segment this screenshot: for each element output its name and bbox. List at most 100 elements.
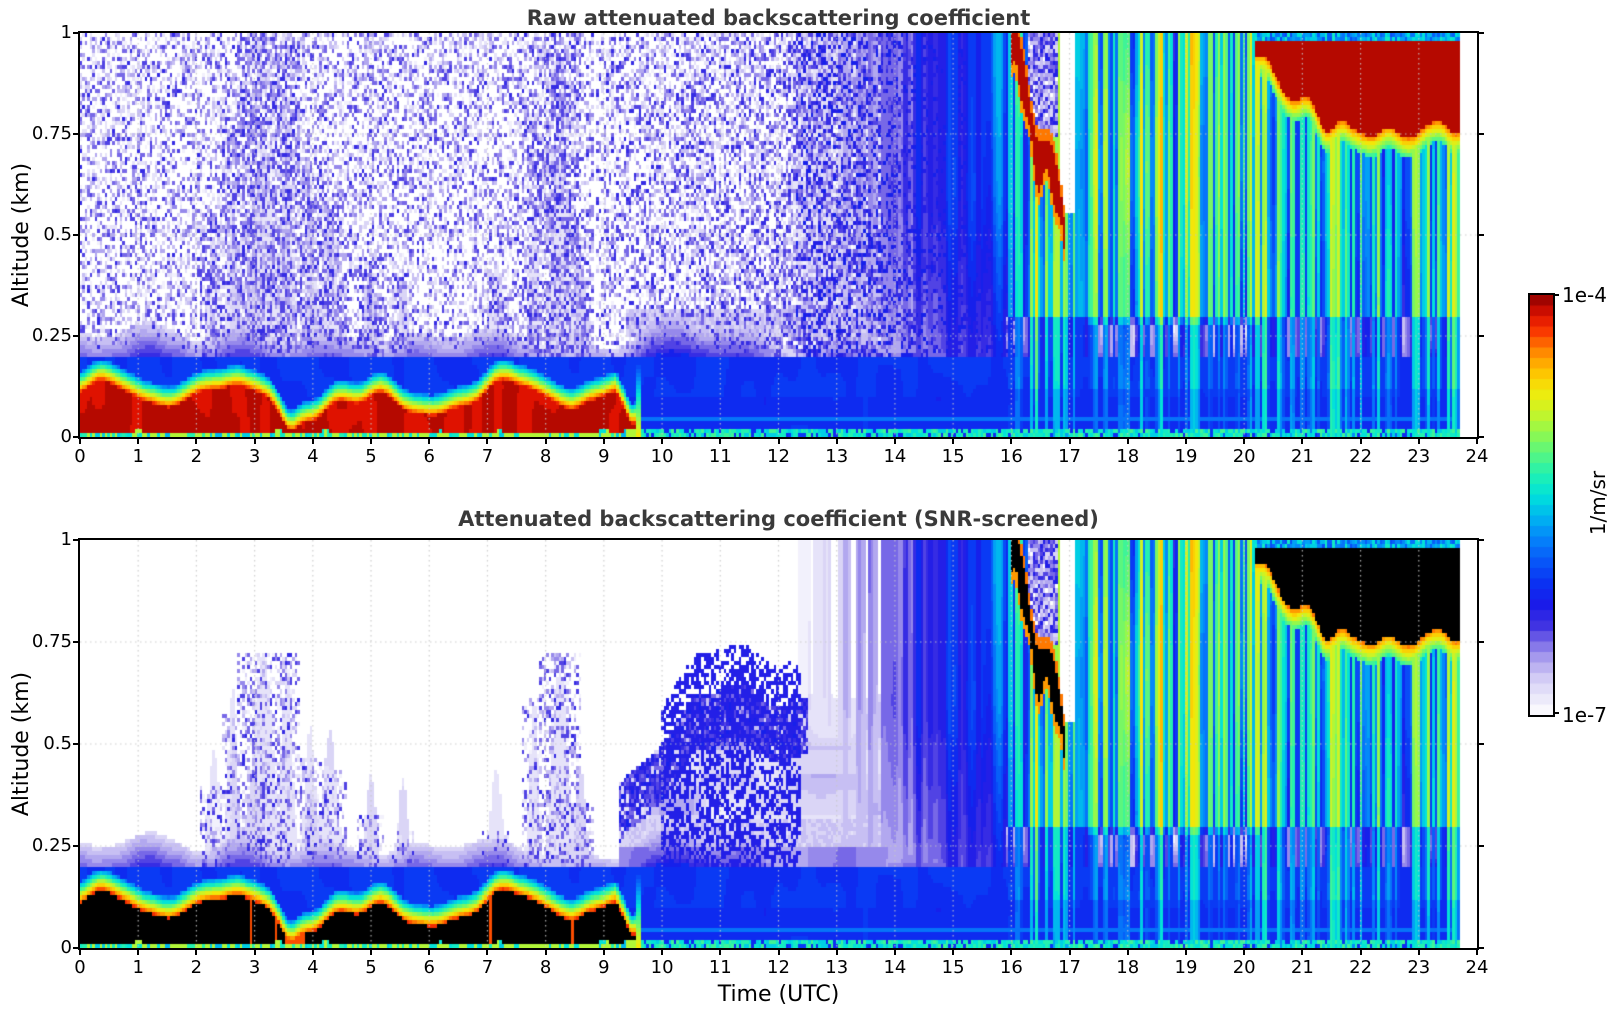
x-tick-mark bbox=[893, 439, 896, 444]
x-tick-label: 12 bbox=[767, 957, 790, 978]
x-tick-mark bbox=[253, 439, 256, 444]
x-tick-mark bbox=[544, 950, 547, 955]
x-tick-label: 13 bbox=[825, 446, 849, 467]
y-tick-mark-right bbox=[1479, 335, 1484, 337]
x-tick-mark bbox=[311, 950, 314, 955]
y-tick-mark-right bbox=[1479, 947, 1484, 949]
x-tick-label: 15 bbox=[941, 957, 965, 978]
y-tick-label: 0.25 bbox=[31, 835, 72, 856]
x-tick-label: 7 bbox=[481, 957, 494, 978]
y-tick-mark-left bbox=[73, 539, 78, 541]
y-tick-label: 0.75 bbox=[31, 123, 72, 144]
y-tick-label: 1 bbox=[60, 529, 72, 550]
x-axis-label: Time (UTC) bbox=[717, 982, 840, 1007]
y-tick-label: 0 bbox=[60, 426, 72, 447]
x-tick-label: 10 bbox=[650, 446, 674, 467]
x-tick-mark bbox=[719, 950, 722, 955]
x-tick-mark bbox=[1184, 950, 1187, 955]
x-tick-label: 3 bbox=[248, 446, 261, 467]
x-tick-label: 22 bbox=[1349, 957, 1373, 978]
panel-screened-title: Attenuated backscattering coefficient (S… bbox=[458, 507, 1099, 531]
x-tick-label: 9 bbox=[598, 446, 610, 467]
y-tick-mark-right bbox=[1479, 641, 1484, 643]
x-tick-mark bbox=[1301, 439, 1304, 444]
x-tick-mark bbox=[1359, 950, 1362, 955]
x-tick-mark bbox=[1417, 439, 1420, 444]
x-tick-label: 2 bbox=[190, 446, 203, 467]
x-tick-label: 4 bbox=[307, 446, 319, 467]
x-tick-mark bbox=[1010, 950, 1013, 955]
x-tick-label: 5 bbox=[365, 957, 377, 978]
colorbar-gradient-canvas bbox=[1530, 295, 1553, 715]
x-tick-label: 8 bbox=[539, 446, 552, 467]
y-tick-mark-left bbox=[73, 436, 78, 438]
panel-raw-plot-area bbox=[78, 31, 1479, 439]
y-tick-mark-left bbox=[73, 133, 78, 135]
y-tick-mark-right bbox=[1479, 539, 1484, 541]
y-tick-mark-left bbox=[73, 743, 78, 745]
x-tick-label: 10 bbox=[650, 957, 674, 978]
x-tick-mark bbox=[1476, 439, 1478, 444]
x-tick-label: 6 bbox=[423, 957, 435, 978]
x-tick-mark bbox=[835, 950, 838, 955]
x-tick-label: 0 bbox=[74, 446, 86, 467]
x-tick-mark bbox=[1126, 439, 1129, 444]
y-tick-mark-right bbox=[1479, 436, 1484, 438]
x-tick-label: 8 bbox=[539, 957, 552, 978]
x-tick-label: 19 bbox=[1174, 957, 1198, 978]
x-tick-mark bbox=[137, 439, 140, 444]
x-tick-label: 18 bbox=[1116, 446, 1140, 467]
y-tick-label: 0.75 bbox=[31, 631, 72, 652]
x-tick-label: 21 bbox=[1290, 446, 1314, 467]
x-tick-mark bbox=[602, 439, 605, 444]
x-tick-label: 24 bbox=[1465, 446, 1489, 467]
y-tick-mark-left bbox=[73, 335, 78, 337]
colorbar-min-label: 1e-7 bbox=[1562, 703, 1607, 727]
x-tick-mark bbox=[428, 950, 431, 955]
x-tick-mark bbox=[370, 439, 373, 444]
x-tick-label: 3 bbox=[248, 957, 261, 978]
panel-raw-title: Raw attenuated backscattering coefficien… bbox=[526, 6, 1031, 30]
x-tick-label: 16 bbox=[999, 957, 1023, 978]
x-tick-mark bbox=[661, 439, 664, 444]
x-tick-mark bbox=[137, 950, 140, 955]
x-tick-label: 21 bbox=[1290, 957, 1314, 978]
x-tick-label: 5 bbox=[365, 446, 377, 467]
x-tick-mark bbox=[952, 439, 955, 444]
x-tick-mark bbox=[1476, 950, 1478, 955]
x-tick-label: 18 bbox=[1116, 957, 1140, 978]
y-tick-mark-left bbox=[73, 641, 78, 643]
screened-heatmap-canvas bbox=[80, 540, 1477, 948]
y-tick-label: 0.5 bbox=[43, 733, 72, 754]
x-tick-label: 14 bbox=[883, 957, 907, 978]
x-tick-mark bbox=[719, 439, 722, 444]
x-tick-label: 11 bbox=[708, 446, 732, 467]
x-tick-mark bbox=[544, 439, 547, 444]
colorbar-tick-min bbox=[1553, 712, 1559, 714]
x-tick-mark bbox=[486, 950, 489, 955]
x-tick-label: 15 bbox=[941, 446, 965, 467]
x-tick-mark bbox=[486, 439, 489, 444]
x-tick-mark bbox=[195, 950, 198, 955]
x-tick-mark bbox=[79, 950, 81, 955]
y-tick-mark-right bbox=[1479, 845, 1484, 847]
y-tick-mark-left bbox=[73, 845, 78, 847]
x-tick-label: 0 bbox=[74, 957, 86, 978]
x-tick-mark bbox=[1184, 439, 1187, 444]
panel-screened-plot-area bbox=[78, 538, 1479, 950]
x-tick-mark bbox=[835, 439, 838, 444]
x-tick-label: 20 bbox=[1232, 446, 1256, 467]
x-tick-label: 2 bbox=[190, 957, 203, 978]
x-tick-mark bbox=[602, 950, 605, 955]
x-tick-mark bbox=[1301, 950, 1304, 955]
x-tick-label: 9 bbox=[598, 957, 610, 978]
x-tick-label: 17 bbox=[1058, 446, 1081, 467]
colorbar-max-label: 1e-4 bbox=[1562, 283, 1607, 307]
x-tick-label: 19 bbox=[1174, 446, 1198, 467]
x-tick-mark bbox=[1126, 950, 1129, 955]
y-tick-mark-right bbox=[1479, 133, 1484, 135]
y-tick-mark-left bbox=[73, 947, 78, 949]
x-tick-mark bbox=[1068, 950, 1071, 955]
x-tick-mark bbox=[195, 439, 198, 444]
x-tick-label: 4 bbox=[307, 957, 319, 978]
